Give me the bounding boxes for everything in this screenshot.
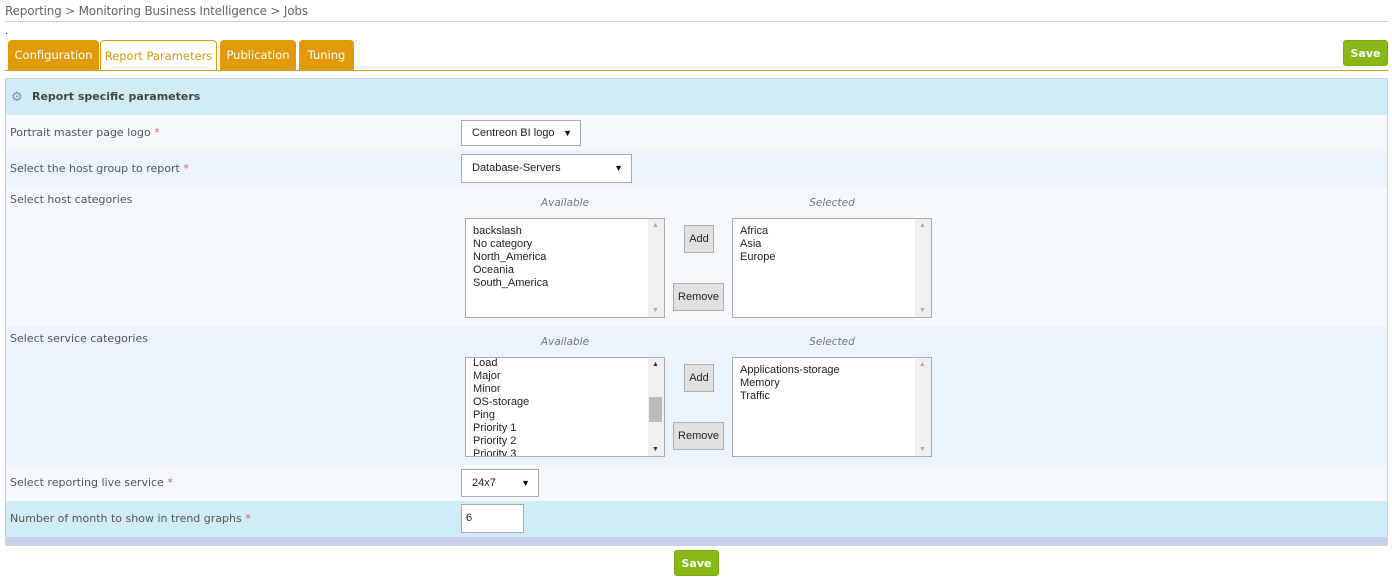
scroll-thumb[interactable] xyxy=(649,397,662,422)
dot-text: . xyxy=(5,26,9,37)
list-item[interactable]: North_America xyxy=(473,251,547,263)
tab-underline xyxy=(5,70,1388,71)
remove-button[interactable]: Remove xyxy=(673,283,724,311)
tab-configuration[interactable]: Configuration xyxy=(8,40,99,71)
service-selected-list[interactable]: Applications-storage Memory Traffic ▲ ▼ xyxy=(732,357,932,457)
list-item[interactable]: Priority 1 xyxy=(473,422,517,434)
list-item[interactable]: Minor xyxy=(473,383,501,395)
gears-icon: ⚙ xyxy=(11,90,23,105)
breadcrumb-separator: > xyxy=(270,4,281,18)
row-months: Number of month to show in trend graphs … xyxy=(6,501,1387,537)
list-item[interactable]: Load xyxy=(473,357,498,369)
available-header: Available xyxy=(540,197,590,209)
remove-button[interactable]: Remove xyxy=(673,422,724,450)
list-item[interactable]: Ping xyxy=(473,409,496,421)
breadcrumb-separator: > xyxy=(65,4,76,18)
scroll-up-icon[interactable]: ▲ xyxy=(652,361,659,368)
dropdown-arrow-icon: ▼ xyxy=(563,128,572,138)
field-label: Select reporting live service * xyxy=(10,476,173,489)
row-hostgroup: Select the host group to report * Databa… xyxy=(6,151,1387,187)
row-host-categories: Select host categories Available Selecte… xyxy=(6,187,1387,326)
tab-tuning[interactable]: Tuning xyxy=(299,40,354,71)
list-item[interactable]: Asia xyxy=(740,238,762,250)
save-button-top[interactable]: Save xyxy=(1343,40,1388,66)
field-label: Portrait master page logo * xyxy=(10,126,160,139)
scrollbar[interactable]: ▲ ▼ xyxy=(648,358,664,456)
list-item[interactable]: Priority 2 xyxy=(473,435,517,447)
hostgroup-select[interactable]: Database-Servers ▼ xyxy=(461,154,632,183)
logo-select[interactable]: Centreon BI logo ▼ xyxy=(461,120,581,146)
scrollbar[interactable]: ▲ ▼ xyxy=(915,219,931,317)
add-button[interactable]: Add xyxy=(684,225,714,253)
add-button[interactable]: Add xyxy=(684,364,714,392)
list-item[interactable]: Africa xyxy=(740,225,769,237)
row-live-service: Select reporting live service * 24x7 ▼ xyxy=(6,465,1387,501)
list-item[interactable]: No category xyxy=(473,238,533,250)
save-button-bottom[interactable]: Save xyxy=(674,550,719,576)
list-item[interactable]: South_America xyxy=(473,277,549,289)
host-available-list[interactable]: backslash No category North_America Ocea… xyxy=(465,218,665,318)
service-available-list[interactable]: Load Major Minor OS-storage Ping Priorit… xyxy=(465,357,665,457)
breadcrumb-jobs[interactable]: Jobs xyxy=(283,4,308,18)
scroll-up-icon[interactable]: ▲ xyxy=(919,361,926,368)
list-item[interactable]: Traffic xyxy=(740,390,770,402)
scroll-up-icon[interactable]: ▲ xyxy=(919,222,926,229)
selected-header: Selected xyxy=(809,336,855,348)
tab-publication[interactable]: Publication xyxy=(220,40,296,71)
list-item[interactable]: Europe xyxy=(740,251,776,263)
list-item[interactable]: Memory xyxy=(740,377,780,389)
months-input[interactable]: 6 xyxy=(461,504,524,533)
list-item[interactable]: Oceania xyxy=(473,264,514,276)
row-service-categories: Select service categories Available Sele… xyxy=(6,326,1387,465)
list-item[interactable]: OS-storage xyxy=(473,396,530,408)
list-item[interactable]: Priority 3 xyxy=(473,448,517,457)
selected-header: Selected xyxy=(809,197,855,209)
field-label: Number of month to show in trend graphs … xyxy=(10,512,251,525)
divider xyxy=(5,21,1388,22)
scroll-up-icon[interactable]: ▲ xyxy=(652,222,659,229)
scrollbar[interactable]: ▲ ▼ xyxy=(648,219,664,317)
row-logo: Portrait master page logo * Centreon BI … xyxy=(6,115,1387,151)
breadcrumb: Reporting > Monitoring Business Intellig… xyxy=(5,4,308,18)
panel-footer xyxy=(6,537,1387,546)
field-label: Select service categories xyxy=(10,332,148,345)
breadcrumb-reporting[interactable]: Reporting xyxy=(5,4,62,18)
list-item[interactable]: Major xyxy=(473,370,501,382)
field-label: Select host categories xyxy=(10,193,133,206)
parameters-panel: ⚙ Report specific parameters Portrait ma… xyxy=(5,78,1388,546)
list-item[interactable]: Applications-storage xyxy=(740,364,840,376)
breadcrumb-mbi[interactable]: Monitoring Business Intelligence xyxy=(78,4,267,18)
available-header: Available xyxy=(540,336,590,348)
section-title: Report specific parameters xyxy=(32,90,201,103)
tab-report-parameters[interactable]: Report Parameters xyxy=(100,40,217,71)
scroll-down-icon[interactable]: ▼ xyxy=(652,446,659,453)
host-selected-list[interactable]: Africa Asia Europe ▲ ▼ xyxy=(732,218,932,318)
scroll-down-icon[interactable]: ▼ xyxy=(919,446,926,453)
list-item[interactable]: backslash xyxy=(473,225,522,237)
live-service-select[interactable]: 24x7 ▼ xyxy=(461,469,539,497)
section-header: ⚙ Report specific parameters xyxy=(6,79,1387,115)
dropdown-arrow-icon: ▼ xyxy=(521,478,530,488)
scroll-down-icon[interactable]: ▼ xyxy=(919,307,926,314)
dropdown-arrow-icon: ▼ xyxy=(614,163,623,173)
scroll-down-icon[interactable]: ▼ xyxy=(652,307,659,314)
field-label: Select the host group to report * xyxy=(10,162,189,175)
scrollbar[interactable]: ▲ ▼ xyxy=(915,358,931,456)
